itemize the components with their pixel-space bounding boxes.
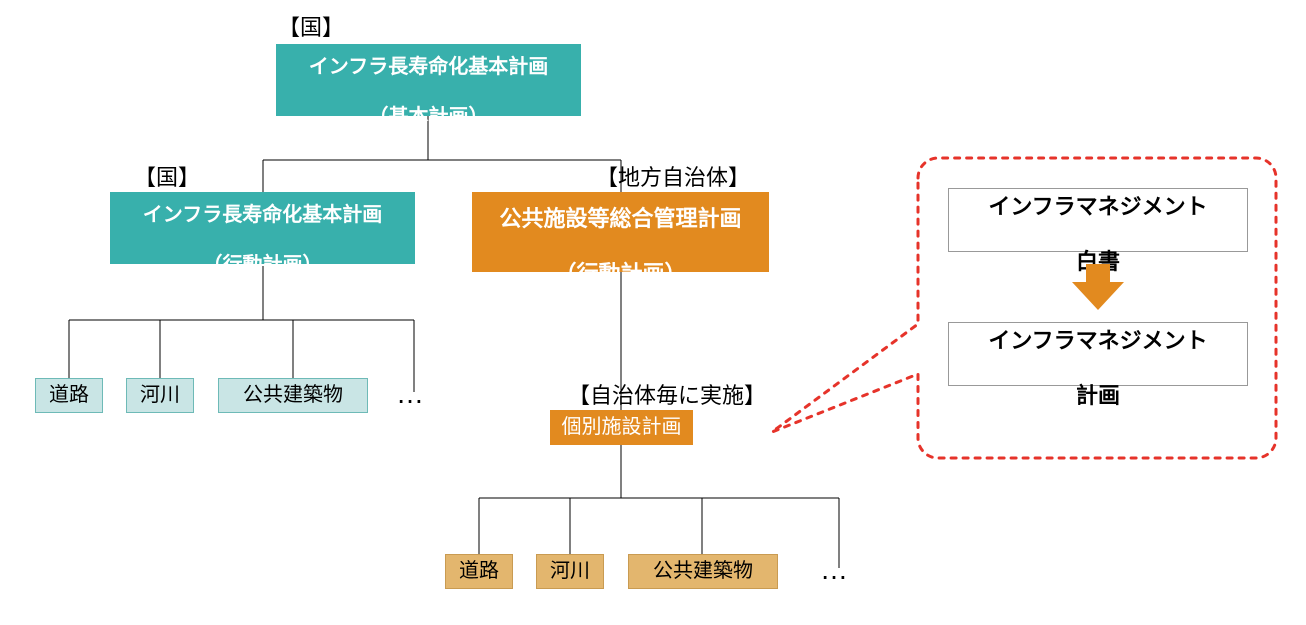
node-basic-plan-line1: インフラ長寿命化基本計画: [309, 56, 548, 78]
leaf-left-public-building: 公共建築物: [218, 378, 368, 413]
node-national-action-plan-line1: インフラ長寿命化基本計画: [143, 204, 382, 226]
callout-box-plan: インフラマネジメント 計画: [948, 322, 1248, 386]
leaf-right-road: 道路: [445, 554, 513, 589]
callout-box-whitepaper: インフラマネジメント 白書: [948, 188, 1248, 252]
node-national-action-plan: インフラ長寿命化基本計画 （行動計画）: [110, 192, 415, 264]
callout-box-plan-line2: 計画: [1076, 383, 1120, 408]
node-national-action-plan-line2: （行動計画）: [203, 254, 323, 276]
callout-box-plan-line1: インフラマネジメント: [988, 328, 1207, 353]
leaf-left-ellipsis: …: [396, 378, 424, 410]
node-public-facility-plan-line2: （行動計画）: [554, 261, 686, 286]
tag-per-municipality: 【自治体毎に実施】: [568, 378, 766, 410]
leaf-left-river: 河川: [126, 378, 194, 413]
leaf-right-public-building: 公共建築物: [628, 554, 778, 589]
callout-box-whitepaper-line1: インフラマネジメント: [988, 194, 1207, 219]
node-individual-facility-plan: 個別施設計画: [550, 410, 693, 445]
leaf-right-river: 河川: [536, 554, 604, 589]
node-basic-plan: インフラ長寿命化基本計画 （基本計画）: [276, 44, 581, 116]
leaf-right-ellipsis: …: [820, 554, 848, 586]
leaf-left-road: 道路: [35, 378, 103, 413]
node-public-facility-plan: 公共施設等総合管理計画 （行動計画）: [472, 192, 769, 272]
node-individual-facility-plan-label: 個別施設計画: [562, 415, 682, 440]
node-basic-plan-line2: （基本計画）: [369, 106, 489, 128]
node-public-facility-plan-line1: 公共施設等総合管理計画: [499, 206, 741, 231]
